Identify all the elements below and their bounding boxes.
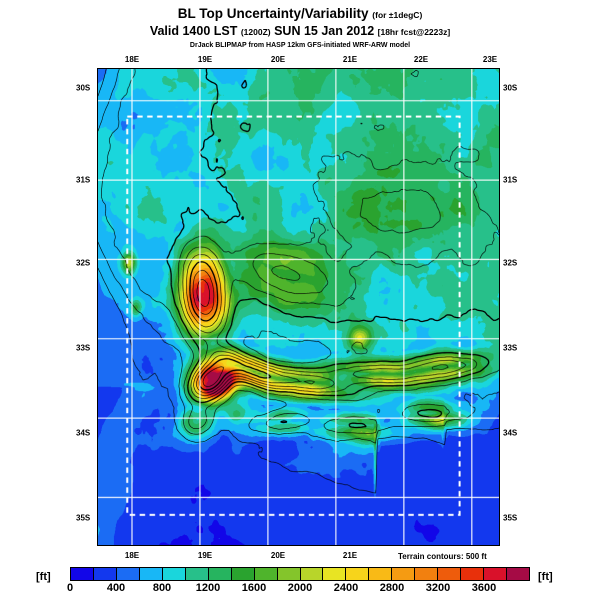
valid-date: SUN 15 Jan 2012: [274, 24, 375, 38]
main-title-text: BL Top Uncertainty/Variability: [177, 6, 369, 21]
colorbar-swatch: [461, 568, 485, 580]
colorbar-tick: 3600: [471, 582, 497, 594]
colorbar-swatch: [116, 568, 140, 580]
colorbar-swatch: [346, 568, 370, 580]
lon-label-bottom: 19E: [197, 551, 213, 560]
model-credit-line: DrJack BLIPMAP from HASP 12km GFS-initia…: [189, 42, 411, 49]
colorbar-swatch: [438, 568, 462, 580]
colorbar-tick: 3200: [425, 582, 451, 594]
terrain-contour-note: Terrain contours: 500 ft: [398, 552, 487, 561]
lat-label-right: 30S: [503, 83, 518, 93]
lon-label-top: 18E: [124, 55, 140, 64]
colorbar-swatch: [369, 568, 393, 580]
lat-label-right: 33S: [503, 343, 518, 353]
lon-label-bottom: 20E: [270, 551, 286, 560]
colorbar-swatch: [277, 568, 301, 580]
colorbar-tick: 2800: [379, 582, 405, 594]
colorbar-tick: 0: [66, 582, 74, 594]
colorbar-tick: 2000: [287, 582, 313, 594]
valid-time-line: Valid 1400 LST (1200Z) SUN 15 Jan 2012 […: [0, 24, 600, 40]
map-plot-area: [97, 68, 500, 546]
colorbar-swatch: [71, 568, 94, 580]
main-title-qualifier: (for ±1degC): [372, 10, 423, 20]
lat-label-left: 31S: [76, 175, 91, 185]
colorbar-swatch: [254, 568, 278, 580]
colorbar-swatch: [185, 568, 209, 580]
valid-utc-time: (1200Z): [240, 27, 271, 37]
colorbar-swatch: [300, 568, 324, 580]
colorbar: [70, 567, 530, 581]
page-title: BL Top Uncertainty/Variability (for ±1de…: [0, 6, 600, 23]
lat-label-left: 32S: [76, 258, 91, 268]
lat-label-left: 30S: [76, 83, 91, 93]
colorbar-swatch: [139, 568, 163, 580]
colorbar-swatch: [392, 568, 416, 580]
valid-local-time: Valid 1400 LST: [149, 24, 238, 38]
lon-label-top: 23E: [482, 55, 498, 64]
colorbar-tick: 2400: [333, 582, 359, 594]
lon-label-bottom: 21E: [342, 551, 358, 560]
colorbar-swatch: [323, 568, 347, 580]
lat-label-right: 32S: [503, 258, 518, 268]
title-block: BL Top Uncertainty/Variability (for ±1de…: [0, 6, 600, 51]
lon-label-top: 22E: [413, 55, 429, 64]
lon-label-bottom: 18E: [124, 551, 140, 560]
colorbar-tick: 1200: [195, 582, 221, 594]
colorbar-swatch: [93, 568, 117, 580]
colorbar-unit-right: [ft]: [538, 571, 553, 583]
colorbar-swatch: [415, 568, 439, 580]
colorbar-swatch: [484, 568, 508, 580]
lon-label-top: 21E: [342, 55, 358, 64]
colorbar-swatch: [162, 568, 186, 580]
colorbar-tick-labels: 0 400 800 1200 1600 2000 2400 2800 3200 3600: [66, 582, 530, 596]
colorbar-swatch: [507, 568, 530, 580]
colorbar-tick: 400: [106, 582, 126, 594]
uncertainty-field-canvas: [98, 69, 499, 545]
lat-label-left: 33S: [76, 343, 91, 353]
forecast-tag: [18hr fcst@2223z]: [377, 27, 451, 37]
colorbar-tick: 800: [152, 582, 172, 594]
lat-label-right: 34S: [503, 428, 518, 438]
lon-label-top: 19E: [197, 55, 213, 64]
lat-label-left: 34S: [76, 428, 91, 438]
lat-label-right: 35S: [503, 513, 518, 523]
lon-label-top: 20E: [270, 55, 286, 64]
colorbar-swatch: [208, 568, 232, 580]
colorbar-swatch: [231, 568, 255, 580]
colorbar-tick: 1600: [241, 582, 267, 594]
colorbar-unit-left: [ft]: [36, 571, 51, 583]
lat-label-left: 35S: [76, 513, 91, 523]
lat-label-right: 31S: [503, 175, 518, 185]
